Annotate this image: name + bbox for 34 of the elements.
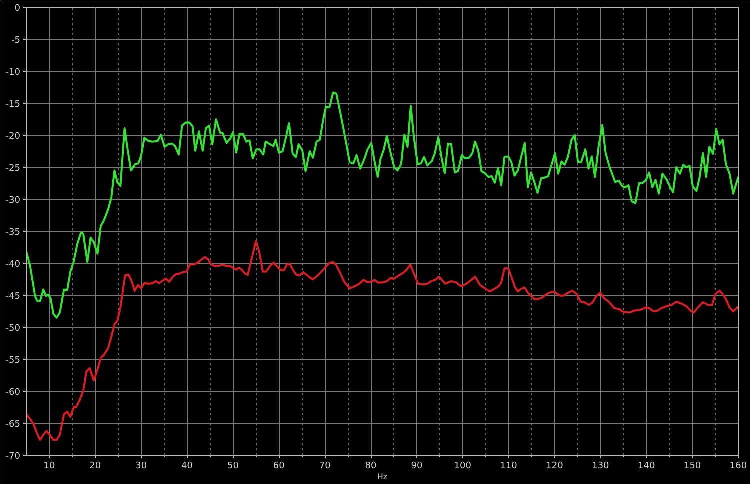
y-tick-label: -65 xyxy=(6,420,21,430)
x-tick-label: 30 xyxy=(136,462,148,472)
y-tick-label: -20 xyxy=(6,132,21,142)
y-tick-label: -70 xyxy=(6,452,21,462)
x-tick-label: 60 xyxy=(273,462,286,472)
y-tick-label: 0 xyxy=(14,4,21,14)
y-tick-label: -15 xyxy=(6,100,21,110)
y-tick-label: -50 xyxy=(6,324,21,334)
x-tick-label: 110 xyxy=(500,462,518,472)
x-tick-label: 120 xyxy=(546,462,564,472)
y-tick-label: -30 xyxy=(6,196,21,206)
x-tick-label: 160 xyxy=(730,462,748,472)
x-tick-label: 10 xyxy=(44,462,56,472)
x-tick-label: 130 xyxy=(592,462,610,472)
x-tick-label: 80 xyxy=(365,462,378,472)
x-tick-label: 40 xyxy=(182,462,194,472)
y-tick-label: -35 xyxy=(6,228,21,238)
x-tick-label: 50 xyxy=(227,462,240,472)
line-series xyxy=(26,240,738,442)
x-tick-label: 140 xyxy=(638,462,656,472)
x-tick-label: 150 xyxy=(684,462,702,472)
y-tick-label: -45 xyxy=(6,292,21,302)
y-tick-label: -10 xyxy=(6,68,21,78)
x-axis-title: Hz xyxy=(377,472,388,482)
x-tick-label: 100 xyxy=(454,462,472,472)
x-tick-label: 90 xyxy=(411,462,423,472)
y-tick-label: -25 xyxy=(6,164,21,174)
y-tick-label: -60 xyxy=(6,388,21,398)
x-tick-label: 20 xyxy=(90,462,102,472)
y-tick-label: -55 xyxy=(6,356,21,366)
y-tick-label: -5 xyxy=(12,36,21,46)
line-series xyxy=(26,92,738,319)
x-tick-label: 70 xyxy=(319,462,332,472)
y-tick-label: -40 xyxy=(6,260,21,270)
